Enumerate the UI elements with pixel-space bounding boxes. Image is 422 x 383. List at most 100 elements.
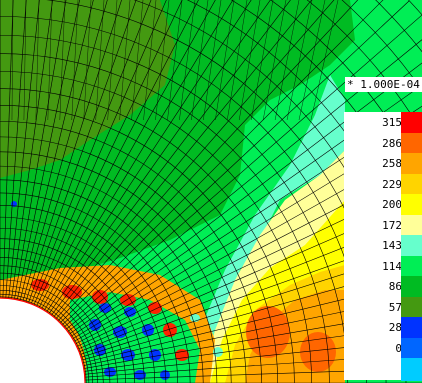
mesh-far-line	[11, 0, 14, 121]
mesh-ring	[0, 216, 167, 383]
mesh-spoke	[30, 0, 206, 305]
mesh-spoke	[84, 363, 422, 381]
mesh-spoke	[22, 0, 152, 302]
mesh-spoke	[80, 213, 422, 358]
legend-value: 86	[388, 280, 402, 293]
legend-row: 286	[344, 132, 422, 156]
mesh-far-line	[71, 0, 79, 121]
mesh-ring	[0, 121, 262, 383]
mesh-far-line	[131, 0, 144, 121]
region-dark-orange-hotspot-2	[300, 332, 336, 372]
mesh-far-line	[155, 0, 170, 121]
legend-value: 286	[382, 136, 402, 150]
mesh-ring	[0, 192, 191, 383]
mesh-ring	[0, 272, 111, 383]
legend-swatch	[401, 235, 422, 258]
hotspots-aqua	[190, 314, 223, 357]
mesh-spoke	[84, 306, 422, 372]
mesh-far-line	[47, 0, 53, 121]
mesh-spoke	[84, 344, 422, 378]
legend-row: 86	[344, 276, 422, 299]
mesh-far-line	[59, 0, 66, 121]
legend-swatch	[401, 276, 422, 299]
mesh-spoke	[61, 0, 410, 326]
legend-row: 28	[344, 317, 422, 340]
mesh-spoke	[69, 59, 422, 335]
legend-swatch	[401, 194, 422, 217]
mesh-spoke	[81, 231, 422, 361]
region-dark-green-inner	[0, 0, 175, 178]
mesh-ring	[0, 279, 104, 383]
mesh-far-line	[179, 0, 196, 121]
mesh-ring	[0, 53, 330, 383]
mesh-far-line	[107, 0, 118, 121]
mesh-far-line	[95, 0, 105, 121]
mesh-ring	[0, 136, 247, 383]
mesh-far-line	[191, 0, 209, 121]
hole-boundary	[0, 297, 86, 383]
mesh-spoke	[43, 0, 292, 311]
mesh-ring	[0, 290, 93, 383]
mesh-ring	[0, 248, 135, 383]
mesh-spoke	[38, 0, 258, 308]
legend-row	[344, 358, 422, 381]
legend-swatch	[401, 296, 422, 320]
mesh-ring	[0, 293, 90, 383]
legend-row: 0	[344, 337, 422, 361]
mesh-ring	[0, 165, 218, 383]
mesh-far-line	[23, 0, 27, 121]
legend-swatch	[401, 358, 422, 381]
mesh-spoke	[53, 0, 354, 318]
mesh-far-line	[310, 0, 339, 121]
mesh-spoke	[41, 0, 275, 310]
legend-swatch	[401, 112, 422, 135]
mesh-spoke	[48, 0, 324, 314]
mesh-far-line	[298, 0, 326, 121]
mesh-spoke	[59, 0, 397, 324]
mesh-far-line	[286, 0, 313, 121]
mesh-far-line	[274, 0, 300, 121]
legend-row: 143	[344, 235, 422, 258]
legend-swatch	[401, 132, 422, 156]
mesh-spoke	[83, 287, 422, 369]
mesh-ring	[0, 179, 204, 383]
mesh-ring	[0, 104, 279, 383]
legend-value: 258	[382, 157, 402, 170]
mesh-spoke	[83, 268, 422, 366]
mesh-far-line	[215, 0, 235, 121]
mesh-spoke	[79, 195, 422, 355]
mesh-ring	[0, 34, 349, 383]
mesh-spoke	[2, 0, 20, 299]
mesh-spoke	[84, 325, 422, 375]
legend-value: 200	[382, 198, 402, 211]
mesh-far-line	[262, 0, 287, 121]
mesh-ring	[0, 265, 118, 383]
scale-factor-label: * 1.000E-04	[345, 77, 422, 92]
legend-value: 229	[382, 177, 402, 191]
mesh-spoke	[46, 0, 308, 313]
legend-row: 200	[344, 194, 422, 217]
mesh-far-line	[143, 0, 157, 121]
legend-row: 114	[344, 255, 422, 279]
mesh-spoke	[67, 44, 422, 332]
mesh-far-line	[83, 0, 92, 121]
mesh-spoke	[33, 0, 224, 306]
mesh-spoke	[78, 177, 422, 353]
mesh-far-line	[250, 0, 274, 121]
mesh-far-line	[167, 0, 183, 121]
legend-value: 143	[382, 239, 402, 252]
mesh-far-line	[203, 0, 222, 121]
mesh-spoke	[82, 250, 422, 364]
mesh-spoke	[77, 159, 422, 350]
mesh-spoke	[51, 0, 339, 316]
legend-swatch	[401, 173, 422, 197]
mesh-spoke	[55, 0, 369, 320]
mesh-spoke	[75, 125, 422, 345]
legend-swatch	[401, 255, 422, 279]
